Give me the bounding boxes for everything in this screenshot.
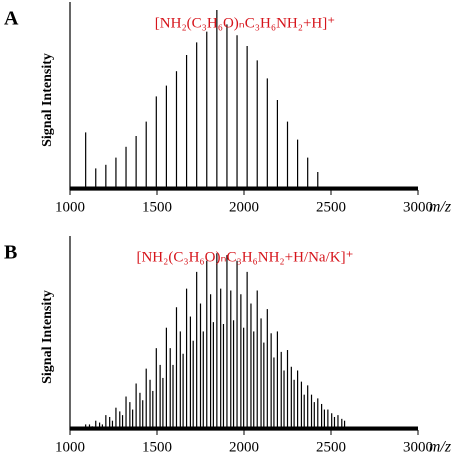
- x-tick-label: 1000: [55, 199, 85, 215]
- x-tick-label: 2000: [229, 439, 259, 455]
- panel-label: B: [4, 242, 17, 264]
- x-axis-label: m/z: [429, 439, 452, 456]
- x-axis-label: m/z: [429, 199, 452, 216]
- x-tick-label: 2000: [229, 199, 259, 215]
- x-tick-label: 3000: [403, 199, 433, 215]
- y-axis-label: Signal Intensity: [40, 53, 55, 147]
- panel-label: A: [4, 8, 19, 30]
- chart-title: [NH₂(C₃H₆O)ₙC₃H₆NH₂+H/Na/K]⁺: [136, 249, 353, 265]
- x-tick-label: 1500: [142, 199, 172, 215]
- x-tick-label: 1500: [142, 439, 172, 455]
- x-tick-label: 2500: [316, 199, 346, 215]
- x-tick-label: 3000: [403, 439, 433, 455]
- y-axis-label: Signal Intensity: [40, 290, 55, 384]
- x-tick-label: 1000: [55, 439, 85, 455]
- chart-title: [NH₂(C₃H₆O)ₙC₃H₆NH₂+H]⁺: [155, 15, 335, 31]
- x-tick-label: 2500: [316, 439, 346, 455]
